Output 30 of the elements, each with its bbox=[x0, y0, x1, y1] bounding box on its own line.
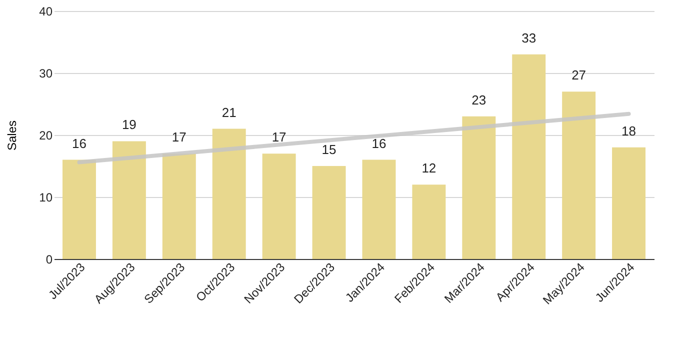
y-tick-label: 40 bbox=[39, 4, 53, 18]
bar bbox=[312, 166, 346, 259]
data-label: 16 bbox=[372, 136, 386, 151]
data-label: 12 bbox=[422, 160, 436, 176]
bar bbox=[562, 92, 596, 259]
bar bbox=[612, 147, 646, 259]
y-tick-label: 30 bbox=[39, 66, 53, 80]
data-label: 23 bbox=[472, 92, 486, 108]
data-label: 18 bbox=[622, 123, 636, 138]
bar bbox=[112, 141, 146, 259]
data-label: 19 bbox=[122, 117, 136, 132]
bar bbox=[512, 54, 546, 259]
data-label: 16 bbox=[72, 136, 86, 151]
bar bbox=[162, 154, 196, 259]
bar bbox=[62, 160, 96, 259]
y-tick-label: 10 bbox=[39, 190, 53, 204]
bar bbox=[362, 160, 396, 259]
data-label: 27 bbox=[572, 68, 586, 83]
data-label: 17 bbox=[272, 130, 286, 145]
y-tick-label: 20 bbox=[39, 128, 53, 142]
data-label: 15 bbox=[322, 142, 336, 157]
bar bbox=[212, 128, 246, 259]
data-label: 17 bbox=[172, 130, 186, 145]
bar bbox=[462, 116, 496, 259]
y-tick-label: 0 bbox=[46, 252, 53, 266]
data-label: 33 bbox=[522, 30, 536, 46]
data-label: 21 bbox=[222, 104, 236, 120]
y-axis-title: Sales bbox=[5, 120, 20, 151]
bar bbox=[262, 154, 296, 259]
bar bbox=[412, 184, 446, 259]
